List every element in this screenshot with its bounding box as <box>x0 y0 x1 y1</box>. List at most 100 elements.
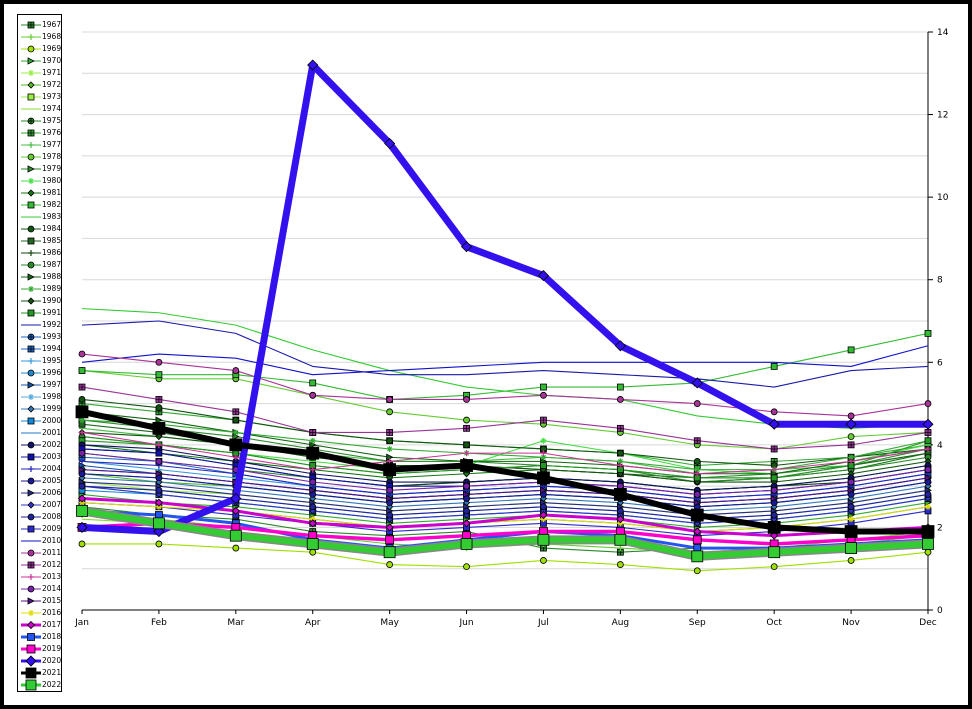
data-point <box>540 383 547 391</box>
legend-label: 1992 <box>42 320 62 329</box>
legend-swatch <box>21 585 41 593</box>
legend-label: 1996 <box>42 368 62 377</box>
series-line <box>81 398 929 467</box>
series-2010 <box>81 345 929 376</box>
legend-marker <box>27 525 35 533</box>
legend-item-2014: 2014 <box>18 583 62 595</box>
y-tick-label: 2 <box>937 523 943 533</box>
data-point <box>770 511 778 519</box>
legend-marker <box>27 597 35 605</box>
data-point <box>232 367 240 374</box>
data-point <box>386 486 394 494</box>
data-point <box>847 433 855 441</box>
legend-item-1976: 1976 <box>18 127 62 139</box>
x-tick-label: Sep <box>689 618 706 628</box>
data-point <box>847 507 855 515</box>
legend: 1967 1968 1969 1970 1971 1972 1973 1974 1975 1976… <box>17 14 62 692</box>
legend-marker <box>27 81 35 89</box>
legend-swatch <box>21 129 41 137</box>
x-tick-label: Aug <box>612 618 630 628</box>
data-point <box>694 470 701 477</box>
data-point <box>614 340 626 352</box>
legend-item-2017: 2017 <box>18 619 62 631</box>
series-line <box>81 308 929 429</box>
data-point <box>78 449 86 457</box>
legend-item-2015: 2015 <box>18 595 62 607</box>
data-point <box>924 474 932 482</box>
legend-marker <box>28 70 34 76</box>
legend-label: 2000 <box>42 416 62 425</box>
data-point <box>463 507 470 515</box>
data-point <box>78 367 86 374</box>
data-point <box>79 499 85 506</box>
data-point <box>79 458 85 465</box>
data-point <box>78 482 86 490</box>
legend-swatch <box>21 432 41 434</box>
legend-label: 2022 <box>42 680 62 689</box>
series-2013 <box>79 429 931 477</box>
legend-swatch <box>21 549 41 557</box>
data-point <box>386 511 394 519</box>
legend-label: 1980 <box>42 176 62 185</box>
data-point <box>770 531 779 540</box>
legend-item-2004: 2004 <box>18 463 62 475</box>
legend-swatch <box>21 216 41 218</box>
series-line <box>81 481 929 516</box>
legend-label: 1972 <box>42 80 62 89</box>
legend-marker <box>27 45 35 53</box>
data-point <box>155 404 163 412</box>
data-point <box>155 441 162 448</box>
legend-item-1978: 1978 <box>18 151 62 163</box>
legend-marker <box>27 225 35 233</box>
data-point <box>383 546 396 559</box>
legend-label: 2016 <box>42 608 62 617</box>
data-point <box>614 533 627 546</box>
data-point <box>309 391 317 399</box>
legend-swatch <box>21 644 41 654</box>
legend-label: 2009 <box>42 524 62 533</box>
data-point <box>925 441 931 448</box>
legend-label: 1991 <box>42 308 62 317</box>
series-line <box>81 460 929 500</box>
legend-label: 2005 <box>42 476 62 485</box>
legend-marker <box>27 633 35 641</box>
data-point <box>229 529 242 542</box>
legend-label: 1982 <box>42 200 62 209</box>
legend-marker <box>27 273 35 281</box>
legend-marker <box>27 501 35 509</box>
legend-swatch <box>21 679 41 691</box>
legend-marker <box>27 189 35 197</box>
legend-label: 2008 <box>42 512 62 521</box>
legend-swatch <box>21 513 41 521</box>
data-point <box>692 535 702 545</box>
data-point <box>308 519 317 528</box>
legend-marker <box>27 585 35 593</box>
data-point <box>616 515 625 524</box>
legend-marker <box>27 165 35 173</box>
series-line <box>81 369 929 450</box>
data-point <box>155 540 163 548</box>
legend-swatch <box>21 324 41 326</box>
legend-swatch <box>21 358 41 364</box>
data-point <box>384 137 396 150</box>
data-point <box>153 525 165 538</box>
legend-item-2000: 2000 <box>18 415 62 427</box>
legend-item-1984: 1984 <box>18 223 62 235</box>
legend-item-2018: 2018 <box>18 631 62 643</box>
axes: 0 2 4 6 8 10 12 14 Jan Feb Mar Apr May Jun Jul Aug Sep Oc… <box>74 28 949 628</box>
legend-swatch <box>21 489 41 497</box>
data-point <box>385 535 395 545</box>
legend-marker <box>25 679 37 691</box>
legend-label: 1978 <box>42 152 62 161</box>
legend-item-1998: 1998 <box>18 391 62 403</box>
legend-swatch <box>21 394 41 400</box>
series-line <box>81 469 929 504</box>
legend-item-2011: 2011 <box>18 547 62 559</box>
legend-item-1989: 1989 <box>18 283 62 295</box>
legend-item-2002: 2002 <box>18 439 62 451</box>
series-line <box>81 473 929 508</box>
data-point <box>232 544 240 552</box>
data-point <box>771 466 778 473</box>
series-2011 <box>78 350 932 420</box>
legend-marker <box>28 358 34 364</box>
